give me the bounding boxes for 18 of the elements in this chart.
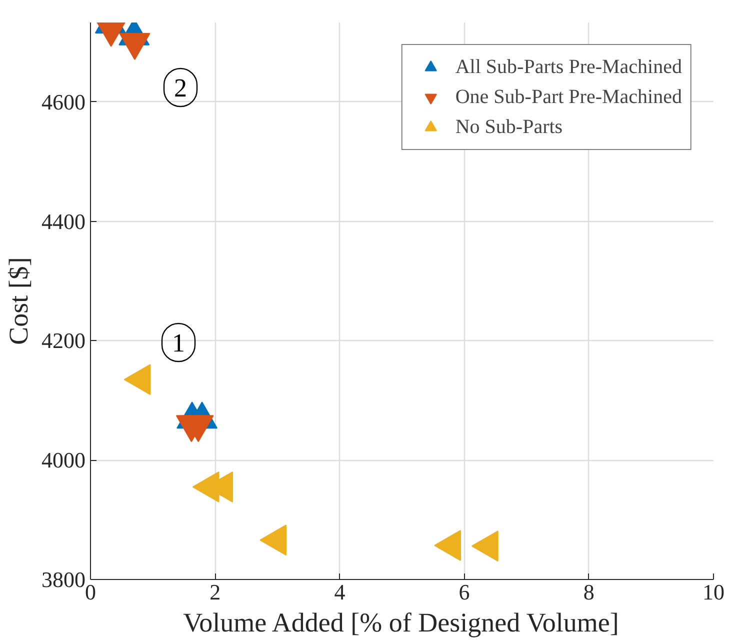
y-tick-label: 4000: [42, 448, 86, 473]
x-tick-label: 10: [702, 580, 724, 604]
y-tick-label: 3800: [42, 567, 86, 592]
y-axis-title: Cost [$]: [4, 257, 34, 345]
x-axis-title: Volume Added [% of Designed Volume]: [183, 608, 619, 638]
x-tick-label: 6: [458, 580, 470, 604]
legend-label: No Sub-Parts: [455, 116, 563, 138]
x-tick-label: 4: [334, 580, 346, 604]
x-tick-label: 0: [85, 580, 96, 604]
annotation: 1: [172, 328, 185, 358]
y-tick-label: 4400: [42, 208, 86, 234]
x-tick-label: 8: [583, 580, 594, 604]
x-tick-label: 2: [210, 580, 221, 604]
annotation: 2: [174, 74, 187, 102]
legend-label: One Sub-Part Pre-Machined: [455, 86, 682, 108]
y-tick-label: 4600: [42, 89, 86, 114]
legend-label: All Sub-Parts Pre-Machined: [455, 56, 682, 78]
y-tick-label: 4200: [42, 328, 86, 354]
